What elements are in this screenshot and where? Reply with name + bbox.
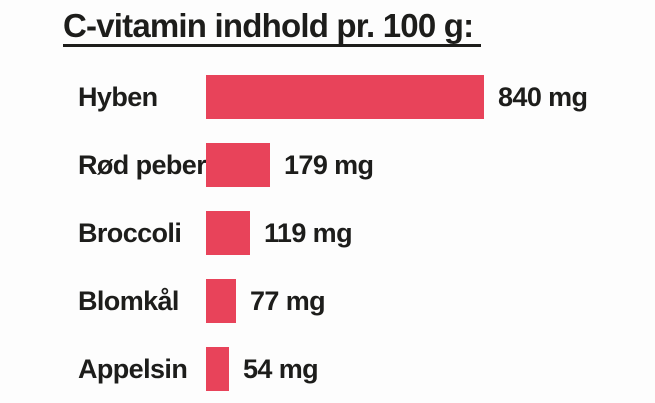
chart-row: Hyben 840 mg <box>0 63 655 131</box>
bar <box>206 279 236 323</box>
bar <box>206 347 229 391</box>
value-label: 119 mg <box>264 217 353 248</box>
chart-row: Broccoli 119 mg <box>0 199 655 267</box>
bar <box>206 143 270 187</box>
chart-row: Appelsin 54 mg <box>0 335 655 403</box>
value-label: 54 mg <box>243 353 319 384</box>
bar <box>206 211 250 255</box>
bar-rows: Hyben 840 mg Rød peber 179 mg Broccoli 119 mg… <box>0 63 655 403</box>
category-label: Appelsin <box>78 353 188 384</box>
chart-row: Rød peber 179 mg <box>0 131 655 199</box>
category-label: Rød peber <box>78 149 207 180</box>
value-label: 77 mg <box>250 285 326 316</box>
category-label: Broccoli <box>78 217 182 248</box>
chart-title: C-vitamin indhold pr. 100 g: <box>63 9 482 47</box>
value-label: 179 mg <box>284 149 374 180</box>
chart-row: Blomkål 77 mg <box>0 267 655 335</box>
category-label: Hyben <box>78 81 158 112</box>
value-label: 840 mg <box>498 81 588 112</box>
bar <box>206 75 484 119</box>
category-label: Blomkål <box>78 285 179 316</box>
